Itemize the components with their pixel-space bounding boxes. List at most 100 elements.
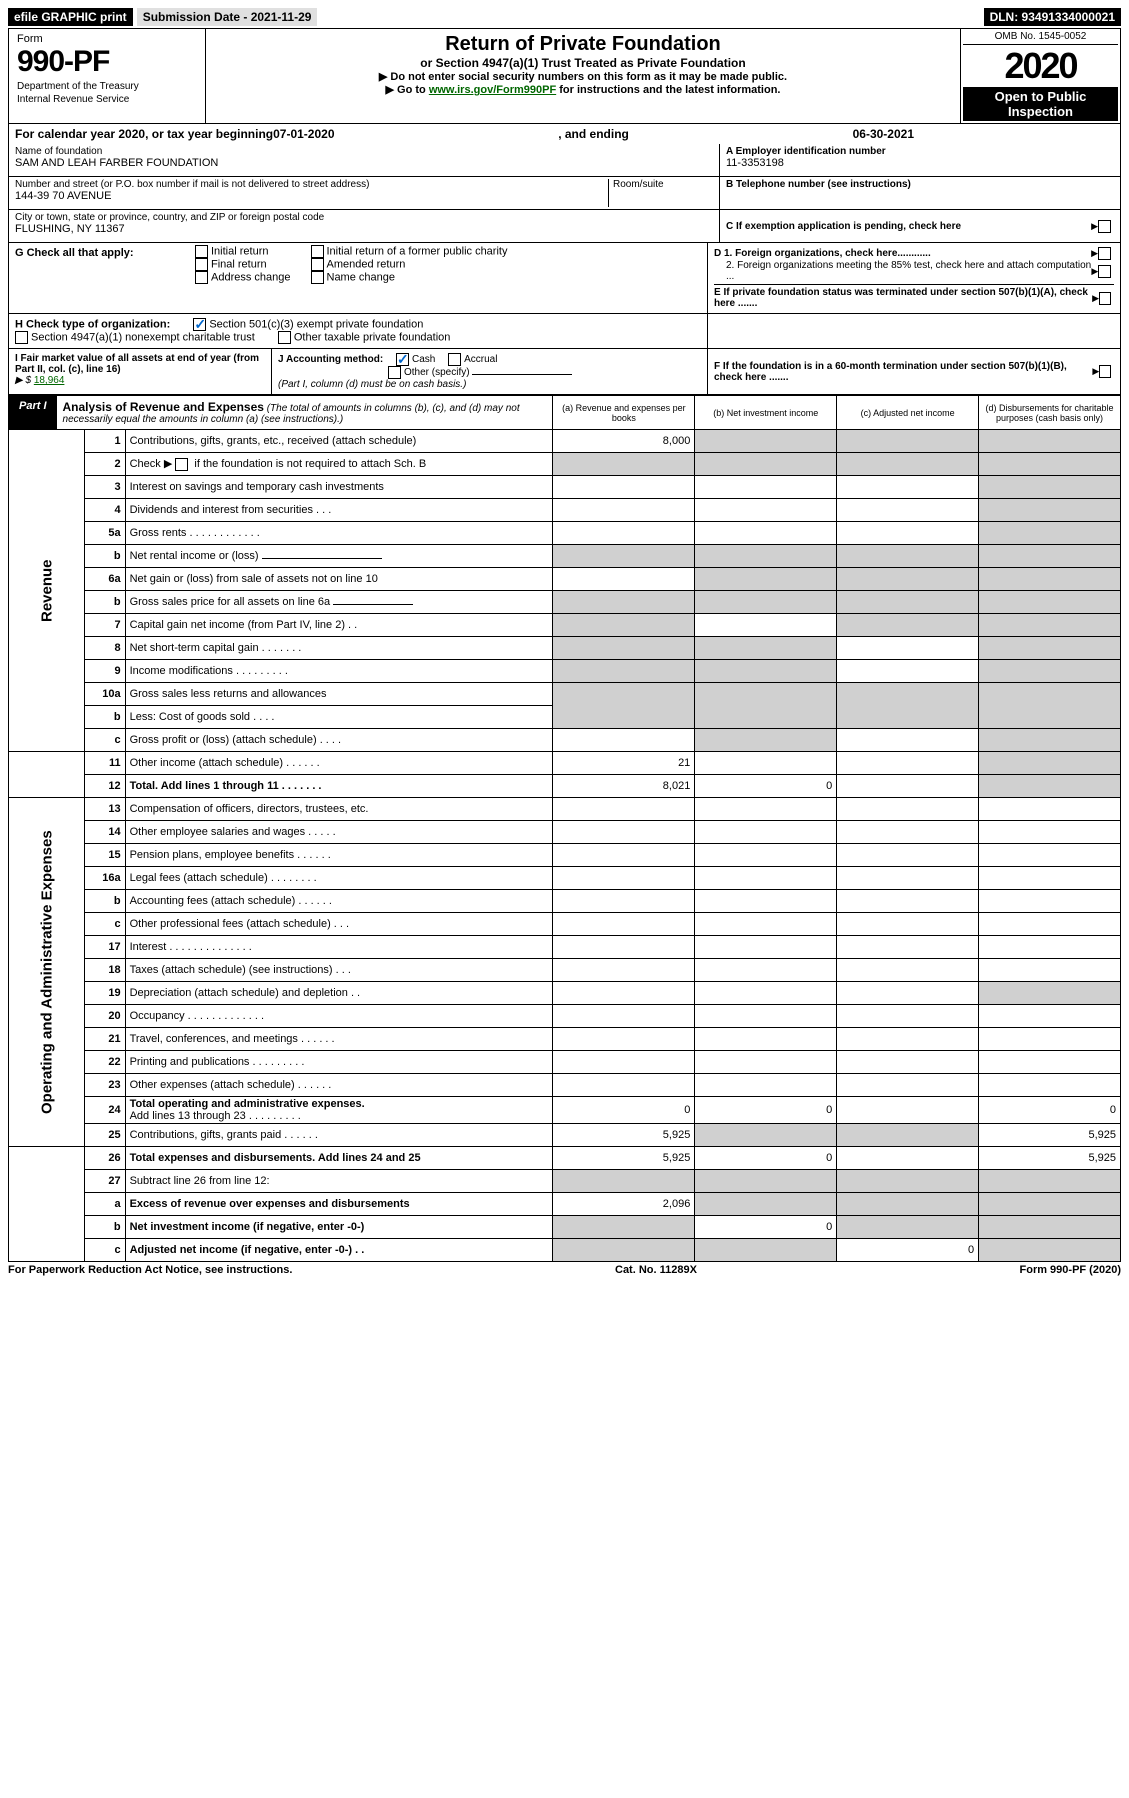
cb-schb[interactable] xyxy=(175,458,188,471)
cal-end: 06-30-2021 xyxy=(853,127,914,141)
row-val: 0 xyxy=(695,1147,837,1170)
open-public: Open to Public Inspection xyxy=(963,87,1118,121)
c-checkbox[interactable] xyxy=(1098,220,1111,233)
row-num: 4 xyxy=(84,499,125,522)
room-label: Room/suite xyxy=(608,179,713,207)
row-desc: Depreciation (attach schedule) and deple… xyxy=(125,982,553,1005)
row-num: a xyxy=(84,1193,125,1216)
submission-date: Submission Date - 2021-11-29 xyxy=(137,8,318,26)
row-num: 18 xyxy=(84,959,125,982)
cb-d1[interactable] xyxy=(1098,247,1111,260)
cb-address[interactable] xyxy=(195,271,208,284)
cb-accrual[interactable] xyxy=(448,353,461,366)
row-desc: Compensation of officers, directors, tru… xyxy=(125,798,553,821)
cb-name-change[interactable] xyxy=(311,271,324,284)
e-label: E If private foundation status was termi… xyxy=(714,287,1092,309)
row-num: 2 xyxy=(84,453,125,476)
row-val: 5,925 xyxy=(979,1124,1121,1147)
row-desc: Adjusted net income (if negative, enter … xyxy=(125,1239,553,1262)
row-num: 3 xyxy=(84,476,125,499)
row-num: 1 xyxy=(84,430,125,453)
row-num: 17 xyxy=(84,936,125,959)
row-num: 7 xyxy=(84,614,125,637)
cb-initial[interactable] xyxy=(195,245,208,258)
ein-value: 11-3353198 xyxy=(726,157,1114,169)
top-bar: efile GRAPHIC print Submission Date - 20… xyxy=(8,8,1121,26)
arrow-icon xyxy=(1092,293,1099,304)
row-num: b xyxy=(84,890,125,913)
row-val: 5,925 xyxy=(553,1124,695,1147)
row-num: 23 xyxy=(84,1074,125,1097)
form-number: 990-PF xyxy=(17,45,197,79)
cb-501c3[interactable] xyxy=(193,318,206,331)
j-note: (Part I, column (d) must be on cash basi… xyxy=(278,379,466,390)
g-label: G Check all that apply: xyxy=(15,247,134,259)
form-ref: Form 990-PF (2020) xyxy=(1020,1264,1121,1276)
col-d-header: (d) Disbursements for charitable purpose… xyxy=(979,396,1121,430)
cb-d2[interactable] xyxy=(1098,265,1111,278)
row-num: b xyxy=(84,545,125,568)
cb-final[interactable] xyxy=(195,258,208,271)
h-label: H Check type of organization: xyxy=(15,318,170,330)
cb-cash[interactable] xyxy=(396,353,409,366)
row-desc: Other professional fees (attach schedule… xyxy=(125,913,553,936)
cb-initial-former[interactable] xyxy=(311,245,324,258)
row-desc: Gross sales less returns and allowances xyxy=(125,683,553,706)
lbl-cash: Cash xyxy=(412,354,435,365)
row-desc: Total operating and administrative expen… xyxy=(125,1097,553,1124)
row-desc: Total. Add lines 1 through 11 . . . . . … xyxy=(125,775,553,798)
lbl-address: Address change xyxy=(211,271,291,283)
arrow-icon xyxy=(1091,248,1098,259)
note-ssn: ▶ Do not enter social security numbers o… xyxy=(210,70,956,83)
lbl-amended: Amended return xyxy=(327,258,406,270)
row-val: 0 xyxy=(695,775,837,798)
row-num: 10a xyxy=(84,683,125,706)
section-h: H Check type of organization: Section 50… xyxy=(8,314,1121,349)
cb-amended[interactable] xyxy=(311,258,324,271)
d1-label: D 1. Foreign organizations, check here..… xyxy=(714,248,931,259)
row-desc: Other income (attach schedule) . . . . .… xyxy=(125,752,553,775)
lbl-final: Final return xyxy=(211,258,267,270)
part1-title: Analysis of Revenue and Expenses xyxy=(63,400,264,414)
note2-post: for instructions and the latest informat… xyxy=(556,84,780,96)
c-label: C If exemption application is pending, c… xyxy=(726,221,961,232)
row-val: 5,925 xyxy=(553,1147,695,1170)
row-num: 11 xyxy=(84,752,125,775)
row-num: 20 xyxy=(84,1005,125,1028)
revenue-label: Revenue xyxy=(9,430,85,752)
cb-other-acct[interactable] xyxy=(388,366,401,379)
row-num: 24 xyxy=(84,1097,125,1124)
d2-label: 2. Foreign organizations meeting the 85%… xyxy=(726,260,1091,282)
row-desc: Net rental income or (loss) xyxy=(125,545,553,568)
row-desc: Travel, conferences, and meetings . . . … xyxy=(125,1028,553,1051)
row-desc: Gross sales price for all assets on line… xyxy=(125,591,553,614)
row-desc: Total expenses and disbursements. Add li… xyxy=(125,1147,553,1170)
phone-label: B Telephone number (see instructions) xyxy=(726,179,1114,190)
row-desc: Dividends and interest from securities .… xyxy=(125,499,553,522)
row-val: 21 xyxy=(553,752,695,775)
city-value: FLUSHING, NY 11367 xyxy=(15,223,713,235)
cb-f[interactable] xyxy=(1099,365,1111,378)
form-header: Form 990-PF Department of the Treasury I… xyxy=(8,28,1121,124)
row-desc: Contributions, gifts, grants paid . . . … xyxy=(125,1124,553,1147)
calendar-year-row: For calendar year 2020, or tax year begi… xyxy=(8,124,1121,144)
row-num: 25 xyxy=(84,1124,125,1147)
col-b-header: (b) Net investment income xyxy=(695,396,837,430)
irs-link[interactable]: www.irs.gov/Form990PF xyxy=(429,84,556,96)
dept-treasury: Department of the Treasury xyxy=(17,81,197,92)
cb-4947[interactable] xyxy=(15,331,28,344)
row-desc: Printing and publications . . . . . . . … xyxy=(125,1051,553,1074)
col-a-header: (a) Revenue and expenses per books xyxy=(553,396,695,430)
cb-other-tax[interactable] xyxy=(278,331,291,344)
row-desc: Check ▶ if the foundation is not require… xyxy=(125,453,553,476)
form-title: Return of Private Foundation xyxy=(210,33,956,56)
lbl-accrual: Accrual xyxy=(464,354,497,365)
fmv-link[interactable]: 18,964 xyxy=(34,375,65,386)
row-desc: Taxes (attach schedule) (see instruction… xyxy=(125,959,553,982)
row-desc: Interest . . . . . . . . . . . . . . xyxy=(125,936,553,959)
row-desc: Accounting fees (attach schedule) . . . … xyxy=(125,890,553,913)
cb-e[interactable] xyxy=(1099,292,1111,305)
lbl-initial-former: Initial return of a former public charit… xyxy=(327,245,508,257)
identity-block: Name of foundation SAM AND LEAH FARBER F… xyxy=(8,144,1121,243)
row-num: c xyxy=(84,729,125,752)
